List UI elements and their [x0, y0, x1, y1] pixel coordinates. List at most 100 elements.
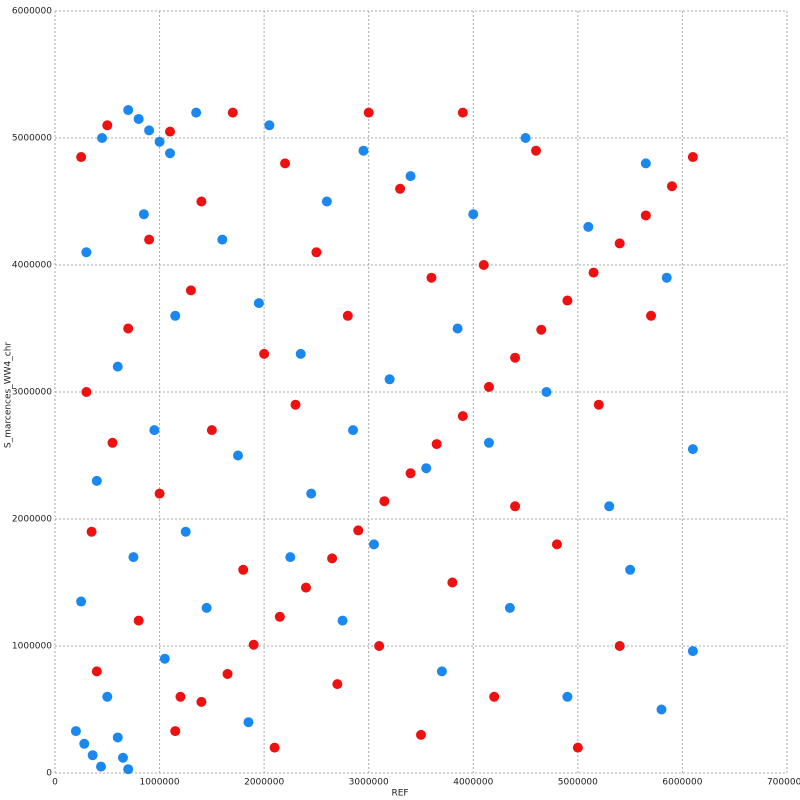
point — [138, 209, 149, 220]
point — [206, 425, 217, 436]
point — [321, 196, 332, 207]
point — [489, 691, 500, 702]
x-tick-label: 2000000 — [244, 778, 284, 788]
point — [170, 726, 181, 737]
point — [238, 564, 249, 575]
point — [687, 444, 698, 455]
point — [295, 348, 306, 359]
point — [81, 247, 92, 258]
point — [646, 310, 657, 321]
point — [416, 729, 426, 740]
point — [112, 732, 123, 743]
point — [128, 552, 139, 563]
point — [243, 717, 254, 728]
x-tick-label: 6000000 — [662, 778, 702, 788]
point — [76, 596, 87, 607]
point — [588, 267, 599, 278]
point — [300, 582, 311, 593]
point — [593, 399, 604, 410]
point — [112, 361, 123, 372]
point — [201, 602, 212, 613]
point — [217, 234, 228, 245]
point — [640, 210, 651, 221]
point — [264, 120, 275, 131]
point — [311, 247, 322, 258]
x-tick-label: 3000000 — [349, 778, 389, 788]
point — [196, 196, 207, 207]
point — [154, 136, 165, 147]
point — [384, 374, 395, 385]
point — [358, 145, 369, 156]
point — [222, 668, 233, 679]
y-tick-label: 1000000 — [12, 642, 52, 652]
point — [572, 742, 583, 753]
point — [233, 450, 243, 461]
y-tick-label: 2000000 — [12, 515, 52, 525]
point — [468, 209, 479, 220]
point — [363, 107, 374, 118]
x-tick-label: 1000000 — [140, 778, 180, 788]
point — [426, 272, 437, 283]
x-tick-label: 7000000 — [767, 778, 800, 788]
point — [102, 120, 113, 131]
point — [87, 750, 98, 761]
point — [405, 171, 416, 182]
point — [91, 475, 102, 486]
point — [133, 113, 144, 124]
y-tick-label: 0 — [46, 769, 52, 779]
point — [536, 324, 547, 335]
point — [421, 463, 432, 474]
point — [478, 260, 489, 270]
point — [656, 704, 667, 715]
point — [541, 387, 552, 397]
x-tick-label: 0 — [52, 778, 58, 788]
point — [79, 738, 90, 749]
point — [562, 691, 573, 702]
point — [452, 323, 463, 334]
point — [562, 295, 573, 306]
point — [248, 639, 259, 650]
point — [180, 526, 191, 537]
point — [76, 152, 87, 163]
point — [687, 646, 698, 657]
point — [144, 234, 155, 245]
point — [306, 488, 317, 499]
point — [405, 468, 416, 479]
point — [96, 761, 107, 772]
y-tick-label: 6000000 — [12, 7, 52, 17]
point — [117, 752, 128, 763]
point — [185, 285, 196, 296]
point — [144, 125, 155, 136]
y-tick-label: 4000000 — [12, 261, 52, 271]
point — [342, 310, 353, 321]
point — [227, 107, 238, 118]
point — [196, 696, 207, 707]
point — [457, 107, 468, 118]
point — [165, 148, 176, 159]
point — [175, 691, 186, 702]
point — [436, 666, 447, 677]
point — [483, 381, 494, 392]
point — [337, 615, 348, 626]
point — [583, 221, 594, 232]
point — [123, 105, 134, 116]
point — [123, 764, 134, 775]
point — [661, 272, 672, 283]
point — [379, 496, 390, 507]
point — [348, 425, 359, 436]
point — [520, 133, 531, 143]
point — [191, 107, 202, 118]
point — [447, 577, 458, 588]
point — [259, 348, 270, 359]
point — [170, 310, 181, 321]
point — [274, 611, 285, 622]
x-axis-label: REF — [391, 789, 408, 799]
point — [165, 126, 176, 137]
y-axis-label: S_marcences_WW4_chr — [4, 342, 14, 449]
point — [614, 238, 625, 249]
point — [510, 352, 521, 363]
point — [604, 501, 615, 512]
point — [290, 399, 301, 410]
x-tick-label: 4000000 — [453, 778, 493, 788]
